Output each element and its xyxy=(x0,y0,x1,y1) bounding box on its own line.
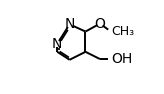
Text: N: N xyxy=(52,37,62,51)
Text: CH₃: CH₃ xyxy=(111,25,134,38)
Text: N: N xyxy=(64,17,75,31)
Text: OH: OH xyxy=(111,52,132,66)
Text: O: O xyxy=(94,17,105,31)
